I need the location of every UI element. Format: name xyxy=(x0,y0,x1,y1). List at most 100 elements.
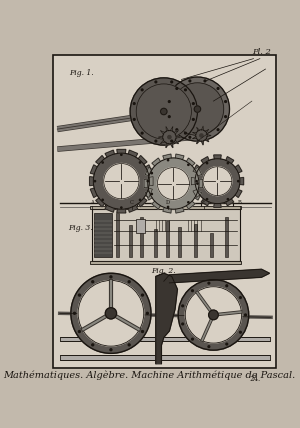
Circle shape xyxy=(184,89,186,91)
Circle shape xyxy=(151,172,152,174)
Circle shape xyxy=(142,294,143,296)
Bar xyxy=(136,219,146,233)
Circle shape xyxy=(102,162,103,163)
Circle shape xyxy=(200,134,203,137)
Circle shape xyxy=(155,140,157,142)
Bar xyxy=(90,206,242,209)
Polygon shape xyxy=(156,273,177,364)
Circle shape xyxy=(206,199,208,200)
Polygon shape xyxy=(226,199,234,206)
Polygon shape xyxy=(166,126,169,132)
Polygon shape xyxy=(199,179,203,188)
Circle shape xyxy=(204,137,206,138)
Polygon shape xyxy=(201,140,203,145)
Polygon shape xyxy=(138,198,147,207)
Circle shape xyxy=(217,129,219,131)
Polygon shape xyxy=(207,134,211,137)
Circle shape xyxy=(171,140,172,142)
Polygon shape xyxy=(160,131,165,134)
Circle shape xyxy=(184,132,186,134)
Polygon shape xyxy=(149,177,153,186)
Polygon shape xyxy=(145,191,152,200)
Circle shape xyxy=(189,137,191,138)
Bar xyxy=(60,355,269,360)
Circle shape xyxy=(193,119,194,120)
Circle shape xyxy=(182,323,184,325)
Polygon shape xyxy=(195,167,202,176)
Circle shape xyxy=(140,162,141,163)
Circle shape xyxy=(195,159,240,204)
Bar xyxy=(140,217,143,257)
Circle shape xyxy=(155,81,157,83)
Circle shape xyxy=(148,158,199,209)
Text: 24.: 24. xyxy=(250,375,261,383)
Circle shape xyxy=(196,130,207,141)
Polygon shape xyxy=(176,154,184,160)
Circle shape xyxy=(171,81,172,83)
Circle shape xyxy=(238,181,239,182)
Circle shape xyxy=(189,80,191,82)
Polygon shape xyxy=(176,136,181,138)
Circle shape xyxy=(128,344,130,346)
Polygon shape xyxy=(176,208,184,213)
Circle shape xyxy=(121,207,122,208)
Polygon shape xyxy=(214,155,221,159)
Polygon shape xyxy=(128,150,138,157)
Circle shape xyxy=(92,344,94,346)
Polygon shape xyxy=(105,150,114,157)
Circle shape xyxy=(163,131,176,144)
Circle shape xyxy=(208,346,210,348)
Bar xyxy=(154,229,158,257)
Circle shape xyxy=(74,312,76,314)
Circle shape xyxy=(142,330,143,333)
Circle shape xyxy=(92,281,94,283)
Polygon shape xyxy=(196,140,200,144)
Polygon shape xyxy=(90,177,94,186)
Circle shape xyxy=(171,83,224,135)
Circle shape xyxy=(208,282,210,284)
Circle shape xyxy=(110,349,112,351)
Circle shape xyxy=(128,281,130,283)
Text: A: A xyxy=(90,199,94,205)
Circle shape xyxy=(147,181,148,182)
Circle shape xyxy=(165,77,230,141)
Bar xyxy=(92,209,240,261)
Circle shape xyxy=(141,132,143,134)
Polygon shape xyxy=(117,149,126,153)
Bar xyxy=(194,223,197,257)
Circle shape xyxy=(182,305,184,307)
Polygon shape xyxy=(96,198,104,207)
Polygon shape xyxy=(138,155,147,164)
Circle shape xyxy=(104,163,139,199)
Circle shape xyxy=(208,310,218,320)
Circle shape xyxy=(151,193,152,195)
Circle shape xyxy=(130,78,197,145)
Circle shape xyxy=(168,116,170,118)
Circle shape xyxy=(158,167,189,199)
Circle shape xyxy=(167,160,169,161)
Polygon shape xyxy=(235,165,242,173)
Circle shape xyxy=(225,101,226,102)
Polygon shape xyxy=(152,158,161,166)
Circle shape xyxy=(168,136,171,139)
Circle shape xyxy=(160,108,167,115)
Circle shape xyxy=(204,80,206,82)
Polygon shape xyxy=(174,140,178,144)
Polygon shape xyxy=(191,178,195,185)
Circle shape xyxy=(176,129,178,131)
Polygon shape xyxy=(186,201,195,209)
Polygon shape xyxy=(205,138,209,142)
Circle shape xyxy=(192,338,193,340)
Text: Pl. 2: Pl. 2 xyxy=(252,48,271,56)
Polygon shape xyxy=(214,203,221,207)
Circle shape xyxy=(226,285,228,287)
Polygon shape xyxy=(170,143,173,148)
Bar xyxy=(166,221,170,257)
Polygon shape xyxy=(240,178,244,185)
Polygon shape xyxy=(146,188,152,197)
Circle shape xyxy=(206,163,208,164)
Polygon shape xyxy=(192,136,197,139)
Bar xyxy=(129,225,132,257)
Polygon shape xyxy=(205,129,209,133)
Polygon shape xyxy=(117,209,126,213)
